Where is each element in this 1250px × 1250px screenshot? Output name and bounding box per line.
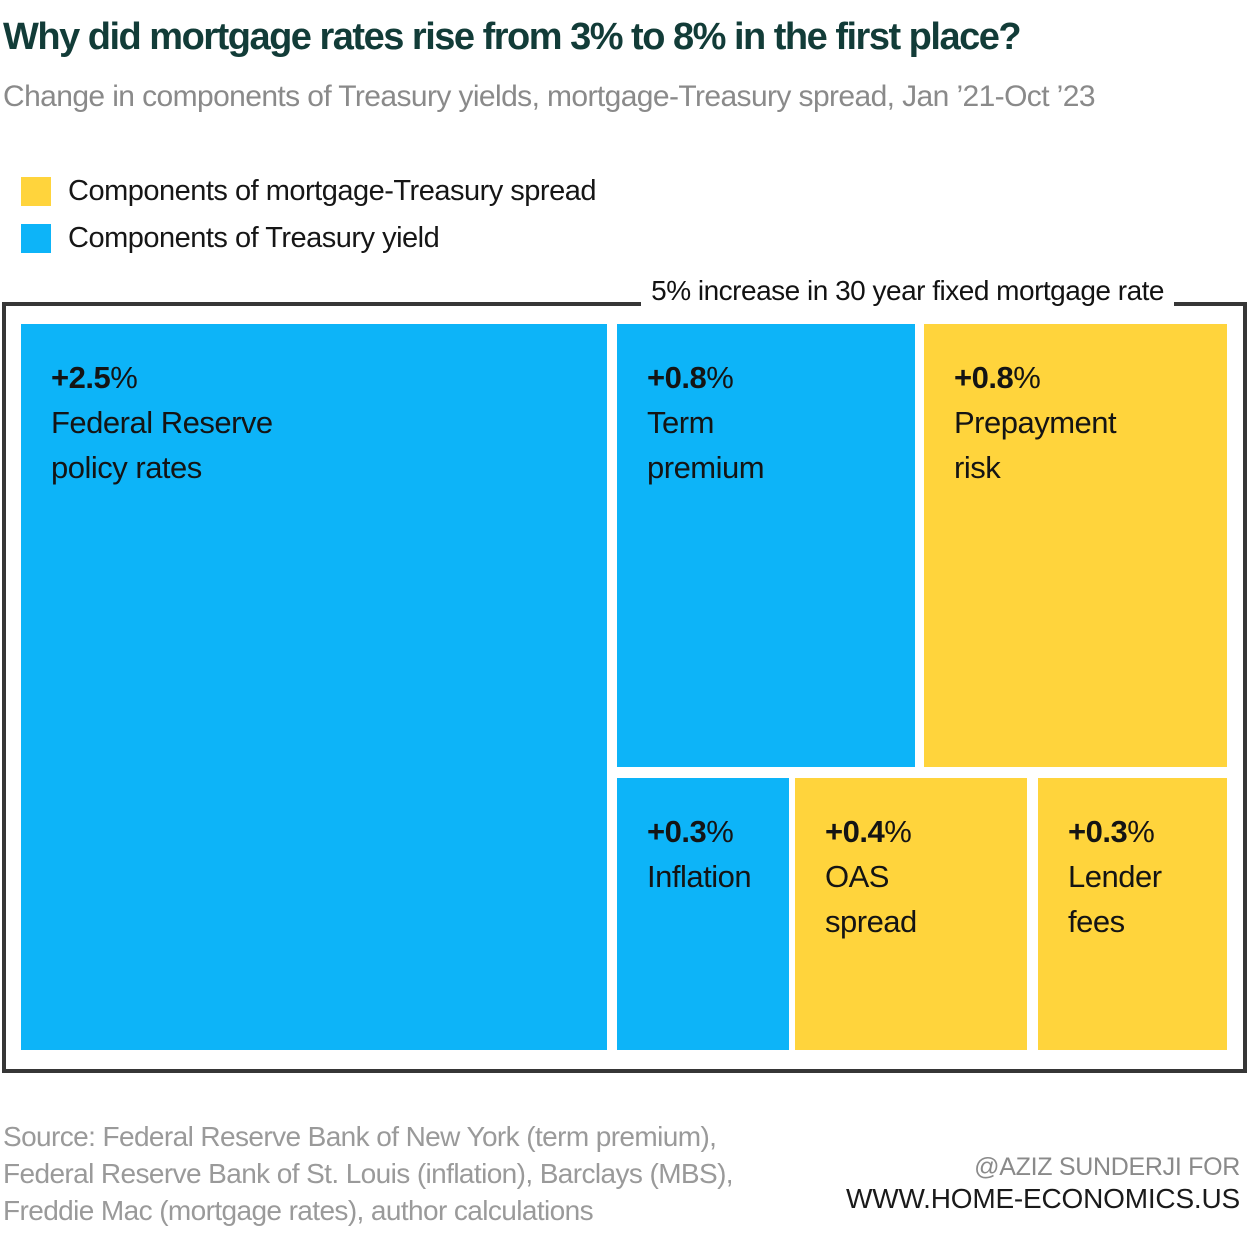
cell-label-line: Federal Reserve <box>51 405 273 440</box>
cell-value: +0.4% <box>825 814 912 849</box>
treemap: +2.5% Federal Reserve policy rates +0.8% Ter… <box>2 302 1247 1073</box>
cell-value: +0.8% <box>647 360 734 395</box>
cell-label-line: risk <box>954 450 1001 485</box>
legend-label: Components of Treasury yield <box>68 221 440 254</box>
legend-item-spread: Components of mortgage-Treasury spread <box>21 174 596 207</box>
cell-value: +2.5% <box>51 360 138 395</box>
cell-value: +0.8% <box>954 360 1041 395</box>
legend-label: Components of mortgage-Treasury spread <box>68 174 596 207</box>
treemap-cell-prepayment-risk: +0.8% Prepayment risk <box>924 324 1227 767</box>
credit-attribution: @AZIZ SUNDERJI FOR <box>974 1153 1240 1181</box>
legend: Components of mortgage-Treasury spread Co… <box>21 174 596 270</box>
cell-label-line: Lender <box>1068 859 1162 894</box>
total-annotation: 5% increase in 30 year fixed mortgage ra… <box>641 271 1174 311</box>
cell-label-line: spread <box>825 904 917 939</box>
cell-label-line: Inflation <box>647 859 752 894</box>
cell-label-line: Prepayment <box>954 405 1117 440</box>
cell-label-line: premium <box>647 450 765 485</box>
cell-label-line: policy rates <box>51 450 202 485</box>
source-line: Source: Federal Reserve Bank of New York… <box>3 1121 717 1152</box>
treemap-cell-lender-fees: +0.3% Lender fees <box>1038 778 1227 1050</box>
source-line: Freddie Mac (mortgage rates), author cal… <box>3 1195 594 1226</box>
legend-item-treasury: Components of Treasury yield <box>21 221 596 254</box>
source-line: Federal Reserve Bank of St. Louis (infla… <box>3 1158 734 1189</box>
credit: @AZIZ SUNDERJI FOR WWW.HOME-ECONOMICS.US <box>846 1152 1240 1216</box>
credit-site: WWW.HOME-ECONOMICS.US <box>846 1183 1240 1214</box>
chart-title: Why did mortgage rates rise from 3% to 8… <box>3 16 1022 58</box>
treemap-cell-term-premium: +0.8% Term premium <box>617 324 915 767</box>
cell-value: +0.3% <box>647 814 734 849</box>
treemap-cell-oas-spread: +0.4% OAS spread <box>795 778 1027 1050</box>
treemap-cell-fed-policy-rates: +2.5% Federal Reserve policy rates <box>21 324 607 1050</box>
chart-subtitle: Change in components of Treasury yields,… <box>3 80 1096 113</box>
cell-label-line: Term <box>647 405 714 440</box>
treemap-cells-container: +2.5% Federal Reserve policy rates +0.8% Ter… <box>6 306 1243 1069</box>
cell-label-line: OAS <box>825 859 889 894</box>
cell-label-line: fees <box>1068 904 1125 939</box>
treemap-cell-inflation: +0.3% Inflation <box>617 778 789 1050</box>
cell-value: +0.3% <box>1068 814 1155 849</box>
source-note: Source: Federal Reserve Bank of New York… <box>3 1118 734 1229</box>
legend-swatch-spread <box>21 176 51 206</box>
legend-swatch-treasury <box>21 223 51 253</box>
